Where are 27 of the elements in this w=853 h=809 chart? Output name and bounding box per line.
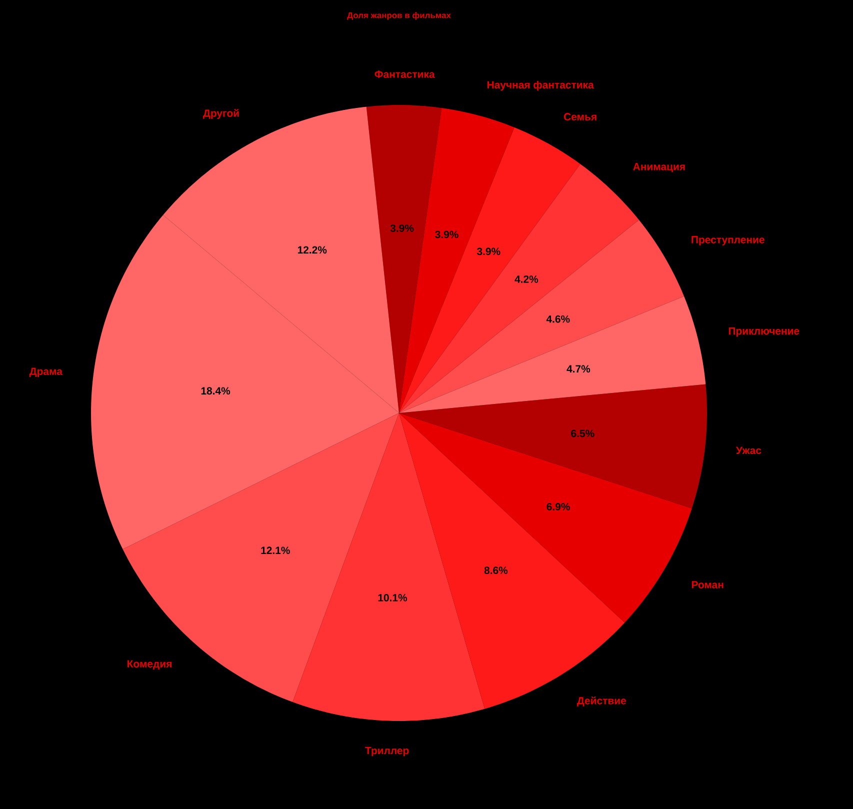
data-label: 4.7% [566,365,590,373]
slice-label: Комедия [128,660,172,670]
slice-label: Анимация [633,163,685,172]
slice-label: Драма [29,368,62,378]
slice-label: Ужас [736,446,762,454]
slice-label: Действие [577,696,626,706]
slice-label: Научная фантастика [487,80,594,91]
data-label: 4.2% [514,275,538,283]
data-label: 3.9% [476,248,500,256]
data-label: 8.6% [484,566,508,574]
slice-label: Другой [203,108,239,119]
slice-label: Приключение [728,327,800,337]
data-label: 18.4% [201,387,230,395]
slice-label: Роман [692,581,724,588]
data-label: 3.9% [435,230,458,238]
data-label: 12.2% [298,246,327,254]
slice-label: Преступление [692,236,764,246]
data-label: 6.5% [571,430,594,438]
chart-title: Доля жанров в фильмах [347,12,451,20]
data-label: 12.1% [261,546,290,554]
slice-label: Триллер [365,746,409,756]
data-label: 10.1% [378,594,408,602]
data-label: 6.9% [546,502,570,510]
slice-label: Семья [564,113,596,120]
slice-label: Фантастика [374,70,435,78]
data-label: 3.9% [390,224,414,232]
data-label: 4.6% [546,315,570,323]
